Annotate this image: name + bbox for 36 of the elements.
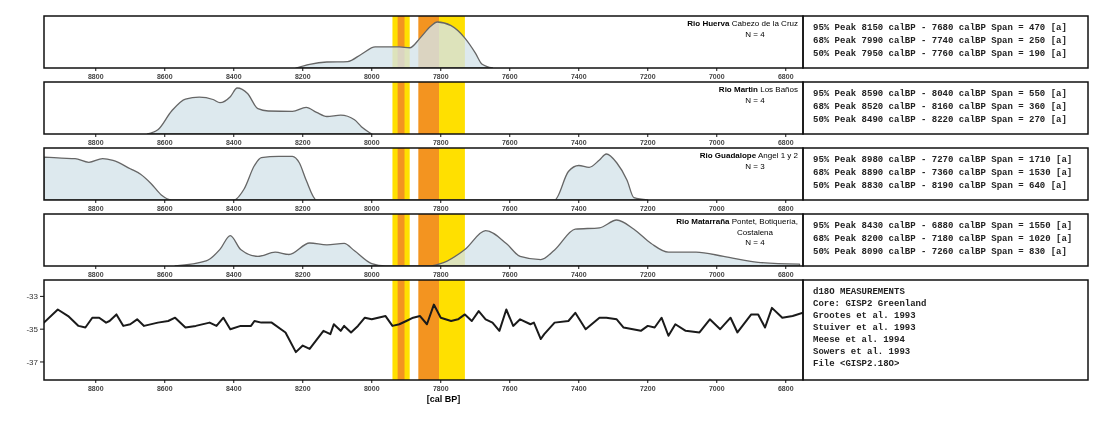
text: d18O MEASUREMENTS — [813, 287, 906, 297]
annotation: Cabezo de la Cruz — [729, 19, 798, 28]
annotation: N = 4 — [745, 30, 766, 39]
text: 50% Peak 8490 calBP - 8220 calBP Span = 270 [a] — [813, 115, 1067, 125]
text: File <GISP2.18O> — [813, 359, 900, 369]
text: 50% Peak 8830 calBP - 8190 calBP Span = 640 [a] — [813, 181, 1067, 191]
annotation: N = 4 — [745, 96, 766, 105]
text: 50% Peak 8090 calBP - 7260 calBP Span = 830 [a] — [813, 247, 1067, 257]
annotation: Angel 1 y 2 — [756, 151, 799, 160]
annotation: N = 4 — [745, 238, 766, 247]
text: Core: GISP2 Greenland — [813, 299, 927, 309]
text: 95% Peak 8590 calBP - 8040 calBP Span = 550 [a] — [813, 89, 1067, 99]
annotation: Rio Martin — [718, 85, 759, 94]
text: 95% Peak 8430 calBP - 6880 calBP Span = 1550 [a] — [813, 221, 1073, 231]
annotation: Pontet, Botiquería, — [729, 217, 798, 226]
text: 50% Peak 7950 calBP - 7760 calBP Span = 190 [a] — [813, 49, 1067, 59]
y-tick-label: -33 — [26, 292, 39, 302]
text: 68% Peak 8520 calBP - 8160 calBP Span = 360 [a] — [813, 102, 1067, 112]
annotation: Rio Guadalope — [699, 151, 757, 160]
annotation: Rio Huerva — [687, 19, 731, 28]
text: Stuiver et al. 1993 — [813, 323, 916, 333]
text: 68% Peak 8890 calBP - 7360 calBP Span = 1530 [a] — [813, 168, 1073, 178]
x-axis-title: [cal BP] — [426, 394, 461, 404]
text: 95% Peak 8150 calBP - 7680 calBP Span = 470 [a] — [813, 23, 1067, 33]
annotation: N = 3 — [745, 162, 766, 171]
text: 68% Peak 7990 calBP - 7740 calBP Span = 250 [a] — [813, 36, 1067, 46]
text: 68% Peak 8200 calBP - 7180 calBP Span = 1020 [a] — [813, 234, 1073, 244]
annotation: Costalena — [736, 228, 774, 237]
y-tick-label: -37 — [26, 357, 39, 367]
text: Meese et al. 1994 — [813, 335, 906, 345]
text: Grootes et al. 1993 — [813, 311, 916, 321]
y-tick-label: -35 — [26, 325, 39, 335]
annotation: Rio Matarraña — [676, 217, 731, 226]
annotation: Los Baños — [757, 85, 798, 94]
text: Sowers et al. 1993 — [813, 347, 911, 357]
text: 95% Peak 8980 calBP - 7270 calBP Span = 1710 [a] — [813, 155, 1073, 165]
